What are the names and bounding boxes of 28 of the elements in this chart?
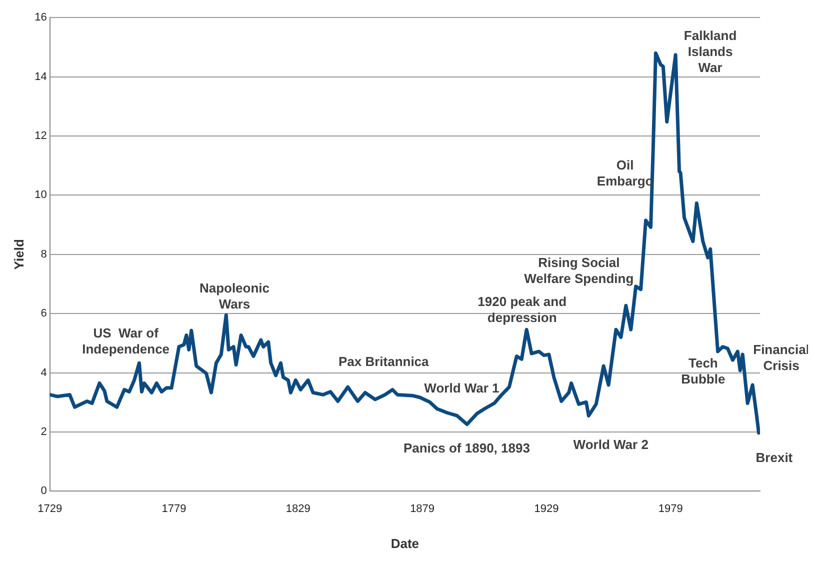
- y-tick-label: 14: [34, 70, 47, 83]
- annotation: 1920 peak and depression: [478, 294, 567, 325]
- annotation: Tech Bubble: [681, 355, 726, 386]
- annotation: Rising Social Welfare Spending: [524, 255, 634, 286]
- x-tick-label: 1979: [658, 502, 683, 515]
- annotation: World War 1: [424, 380, 500, 396]
- x-tick-label: 1879: [410, 502, 435, 515]
- y-tick-label: 10: [34, 189, 47, 202]
- x-axis-title: Date: [390, 536, 420, 551]
- x-tick-label: 1929: [534, 502, 559, 515]
- x-tick-label: 1729: [38, 502, 62, 515]
- annotation: Napoleonic Wars: [199, 280, 270, 312]
- annotation: Brexit: [756, 450, 794, 466]
- annotation: World War 2: [573, 436, 648, 452]
- y-tick-label: 6: [40, 308, 47, 320]
- y-tick-label: 2: [40, 426, 47, 438]
- y-tick-label: 12: [34, 130, 47, 142]
- annotation: Falkland Islands War: [684, 28, 737, 75]
- x-tick-label: 1829: [286, 502, 310, 515]
- y-tick-label: 16: [34, 12, 47, 24]
- y-tick-label: 0: [40, 485, 47, 498]
- y-axis-title: Yield: [11, 239, 26, 270]
- x-tick-label: 1779: [162, 502, 186, 515]
- annotation: Pax Britannica: [338, 354, 430, 369]
- y-tick-label: 8: [40, 248, 47, 260]
- y-tick-label: 4: [40, 366, 47, 379]
- annotation: Panics of 1890, 1893: [403, 440, 530, 456]
- annotation: US War of Independence: [82, 326, 170, 357]
